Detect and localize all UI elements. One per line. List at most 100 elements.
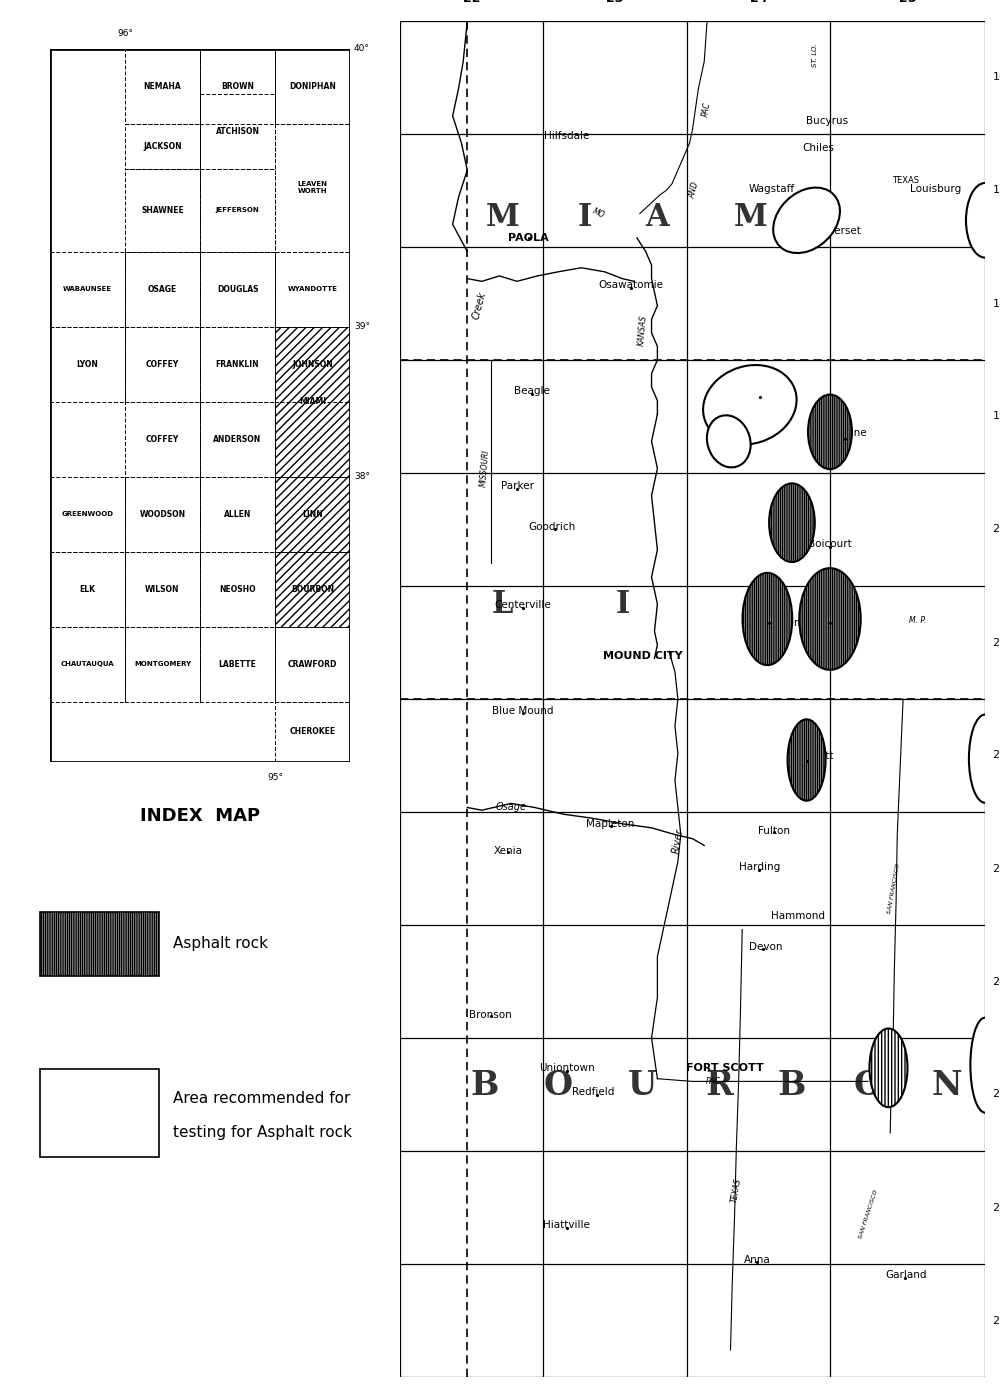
Text: Goodrich: Goodrich [528, 521, 576, 531]
Ellipse shape [707, 415, 751, 467]
Text: Fulton: Fulton [758, 826, 790, 836]
Ellipse shape [799, 568, 861, 670]
Text: 27: 27 [993, 1316, 1000, 1325]
Text: B: B [778, 1069, 806, 1102]
Bar [275, 477, 350, 552]
Bar [125, 626, 200, 702]
Bar [40, 1068, 159, 1158]
Text: Osawatomie: Osawatomie [599, 281, 664, 291]
Text: I: I [615, 589, 629, 619]
Text: DONIPHAN: DONIPHAN [289, 82, 336, 91]
Text: PAOLA: PAOLA [508, 233, 549, 243]
Text: 22: 22 [463, 0, 480, 4]
Text: SAN FRANCISCO: SAN FRANCISCO [887, 863, 901, 914]
Bar [125, 477, 200, 552]
Text: U: U [628, 1069, 657, 1102]
Text: Centerville: Centerville [494, 600, 551, 611]
Text: BROWN: BROWN [221, 82, 254, 91]
Bar [275, 552, 350, 626]
Bar [200, 477, 275, 552]
Bar [275, 327, 350, 477]
Text: COFFEY: COFFEY [146, 359, 179, 369]
Bar [200, 626, 275, 702]
Text: testing for Asphalt rock: testing for Asphalt rock [173, 1125, 352, 1139]
Text: 16: 16 [993, 73, 1000, 82]
Text: LEAVEN
WORTH: LEAVEN WORTH [298, 182, 328, 194]
Text: Garland: Garland [885, 1271, 927, 1281]
Text: Lacygne: Lacygne [823, 428, 866, 438]
Text: Bucyrus: Bucyrus [806, 116, 848, 126]
Text: 96°: 96° [117, 29, 133, 38]
Text: LYON: LYON [76, 359, 98, 369]
Text: OSAGE: OSAGE [148, 285, 177, 294]
Text: Pleasanton: Pleasanton [760, 618, 818, 628]
Text: Area recommended for: Area recommended for [173, 1090, 350, 1106]
Text: SHAWNEE: SHAWNEE [141, 206, 184, 215]
Bar [275, 626, 350, 702]
Text: 25: 25 [993, 1089, 1000, 1099]
Text: GREENWOOD: GREENWOOD [61, 512, 113, 517]
Text: CRAWFORD: CRAWFORD [288, 660, 337, 668]
Bar [50, 477, 125, 552]
Text: JEFFERSON: JEFFERSON [216, 207, 259, 214]
Text: O: O [854, 1069, 883, 1102]
Text: MIAMI: MIAMI [299, 397, 326, 407]
Text: SAN FRANCISCO: SAN FRANCISCO [858, 1190, 878, 1240]
Text: LINN: LINN [302, 510, 323, 519]
Bar [275, 477, 350, 552]
Ellipse shape [969, 714, 1000, 802]
Text: CHEROKEE: CHEROKEE [290, 727, 336, 737]
Text: M. P.: M. P. [909, 617, 926, 625]
Ellipse shape [788, 720, 826, 801]
Ellipse shape [743, 573, 792, 665]
Bar [200, 49, 275, 124]
Text: 95°: 95° [267, 773, 283, 781]
Text: MONTGOMERY: MONTGOMERY [134, 661, 191, 667]
Text: FORT SCOTT: FORT SCOTT [686, 1062, 764, 1072]
Text: Louisburg: Louisburg [910, 185, 961, 194]
Text: Asphalt rock: Asphalt rock [173, 937, 268, 952]
Text: Wagstaff: Wagstaff [748, 185, 795, 194]
Bar [275, 327, 350, 401]
Text: Devon: Devon [749, 942, 782, 952]
Bar [275, 49, 350, 124]
Bar [200, 552, 275, 626]
Text: 17: 17 [993, 186, 1000, 196]
Ellipse shape [970, 1018, 1000, 1113]
Text: O: O [543, 1069, 572, 1102]
Bar [275, 124, 350, 252]
Text: 19: 19 [993, 411, 1000, 421]
Bar [125, 327, 200, 401]
Text: 39°: 39° [354, 322, 370, 331]
Bar [50, 552, 125, 626]
Text: 18: 18 [993, 299, 1000, 309]
Ellipse shape [703, 365, 797, 445]
Text: Hammond: Hammond [771, 911, 825, 921]
Text: JOHNSON: JOHNSON [292, 359, 333, 369]
Text: BOURBON: BOURBON [291, 584, 334, 594]
Text: 40°: 40° [354, 45, 370, 53]
Text: I: I [577, 203, 591, 233]
Text: FRANKLIN: FRANKLIN [216, 359, 259, 369]
Text: 38°: 38° [354, 473, 370, 481]
Text: 24: 24 [750, 0, 767, 4]
Bar [125, 252, 200, 327]
Text: LABETTE: LABETTE [219, 660, 256, 668]
Text: 25: 25 [899, 0, 916, 4]
Text: B: B [471, 1069, 499, 1102]
Bar [275, 702, 350, 762]
Text: River: River [671, 828, 685, 854]
Text: L: L [492, 589, 513, 619]
Text: 23: 23 [606, 0, 624, 4]
Text: Creek: Creek [470, 291, 487, 320]
Text: Blue Mound: Blue Mound [492, 706, 554, 716]
Text: R: R [705, 1069, 733, 1102]
Text: PAC: PAC [706, 1076, 720, 1086]
Text: CHAUTAUQUA: CHAUTAUQUA [61, 661, 114, 667]
Text: WOODSON: WOODSON [139, 510, 186, 519]
Text: MOUND CITY: MOUND CITY [603, 650, 683, 661]
Text: 20: 20 [993, 524, 1000, 534]
Ellipse shape [773, 187, 840, 253]
Text: COFFEY: COFFEY [146, 435, 179, 443]
Text: PAC: PAC [701, 101, 713, 117]
